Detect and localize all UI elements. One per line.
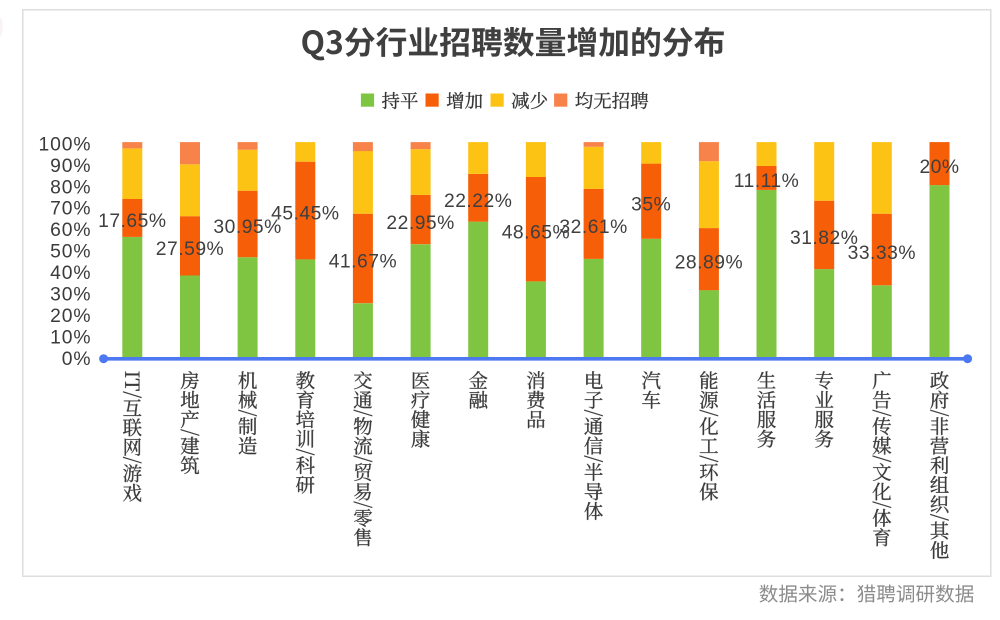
svg-text:90%: 90% (50, 156, 91, 177)
svg-text:50%: 50% (50, 242, 91, 263)
svg-text:31.82%: 31.82% (790, 228, 858, 249)
svg-text:22.22%: 22.22% (444, 191, 512, 212)
svg-text:30.95%: 30.95% (213, 217, 281, 238)
svg-text:80%: 80% (50, 177, 91, 198)
svg-text:17.65%: 17.65% (98, 211, 166, 232)
svg-text:0%: 0% (62, 349, 92, 370)
svg-text:22.95%: 22.95% (386, 213, 454, 234)
svg-text:33.33%: 33.33% (848, 243, 916, 264)
svg-text:20%: 20% (919, 157, 959, 178)
svg-text:45.45%: 45.45% (271, 204, 339, 225)
svg-text:40%: 40% (50, 263, 91, 284)
svg-text:35%: 35% (631, 194, 671, 215)
svg-text:28.89%: 28.89% (675, 252, 743, 273)
svg-text:20%: 20% (50, 306, 91, 327)
svg-text:30%: 30% (50, 285, 91, 306)
svg-text:48.65%: 48.65% (502, 222, 570, 243)
svg-text:27.59%: 27.59% (156, 239, 224, 260)
svg-text:10%: 10% (50, 327, 91, 348)
svg-text:41.67%: 41.67% (329, 252, 397, 273)
svg-text:11.11%: 11.11% (734, 171, 800, 192)
svg-text:70%: 70% (50, 199, 91, 220)
svg-text:100%: 100% (38, 134, 91, 155)
svg-text:32.61%: 32.61% (559, 217, 627, 238)
svg-text:60%: 60% (50, 220, 91, 241)
